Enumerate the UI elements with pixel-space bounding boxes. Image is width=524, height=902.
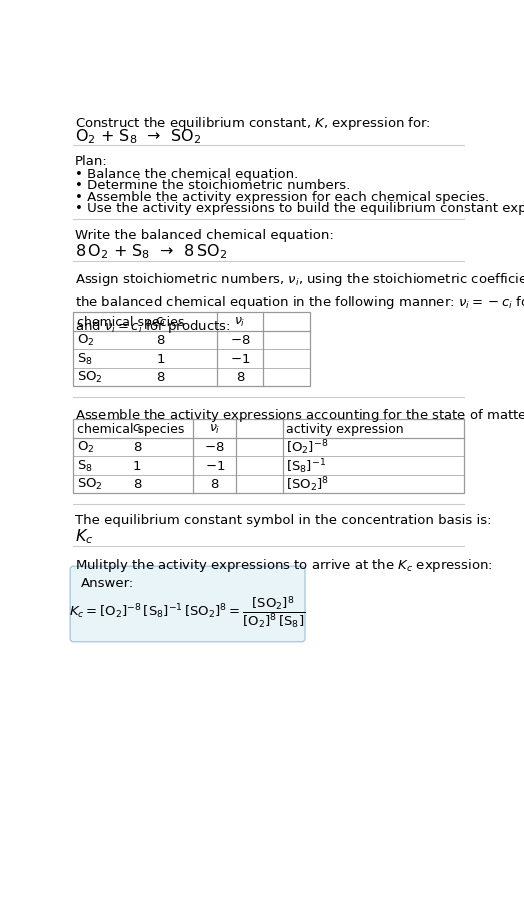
Text: 8: 8 — [236, 371, 244, 384]
Text: $\mathrm{O_2}$ + $\mathrm{S_8}$  →  $\mathrm{SO_2}$: $\mathrm{O_2}$ + $\mathrm{S_8}$ → $\math… — [75, 127, 201, 146]
Text: chemical species: chemical species — [77, 316, 184, 328]
Text: 8: 8 — [156, 371, 165, 384]
Text: $\mathrm{8\,O_2}$ + $\mathrm{S_8}$  →  $\mathrm{8\,SO_2}$: $\mathrm{8\,O_2}$ + $\mathrm{S_8}$ → $\m… — [75, 242, 227, 261]
Text: Answer:: Answer: — [81, 576, 134, 590]
Text: $-8$: $-8$ — [230, 334, 250, 347]
Text: • Use the activity expressions to build the equilibrium constant expression.: • Use the activity expressions to build … — [75, 202, 524, 215]
Bar — [73, 313, 310, 387]
Text: chemical species: chemical species — [77, 422, 184, 436]
Text: Write the balanced chemical equation:: Write the balanced chemical equation: — [75, 229, 334, 242]
Text: • Assemble the activity expression for each chemical species.: • Assemble the activity expression for e… — [75, 190, 489, 204]
Text: $-1$: $-1$ — [230, 353, 250, 365]
Text: 1: 1 — [156, 353, 165, 365]
Text: $[\mathrm{S_8}]^{-1}$: $[\mathrm{S_8}]^{-1}$ — [287, 456, 326, 475]
Text: $\mathrm{SO_2}$: $\mathrm{SO_2}$ — [77, 477, 103, 492]
Text: $\mathrm{O_2}$: $\mathrm{O_2}$ — [77, 440, 95, 455]
Text: Assign stoichiometric numbers, $\nu_i$, using the stoichiometric coefficients, $: Assign stoichiometric numbers, $\nu_i$, … — [75, 271, 524, 335]
Text: $\mathrm{S_8}$: $\mathrm{S_8}$ — [77, 352, 93, 366]
Text: $[\mathrm{SO_2}]^{8}$: $[\mathrm{SO_2}]^{8}$ — [287, 475, 329, 493]
Text: Mulitply the activity expressions to arrive at the $K_c$ expression:: Mulitply the activity expressions to arr… — [75, 556, 493, 573]
Text: 8: 8 — [156, 334, 165, 347]
Text: Assemble the activity expressions accounting for the state of matter and $\nu_i$: Assemble the activity expressions accoun… — [75, 407, 524, 424]
Text: $\nu_i$: $\nu_i$ — [209, 422, 221, 436]
Text: $K_c$: $K_c$ — [75, 527, 93, 546]
Text: 8: 8 — [211, 478, 219, 491]
Text: $-1$: $-1$ — [204, 459, 225, 473]
Text: $c_i$: $c_i$ — [132, 422, 143, 436]
Text: $c_i$: $c_i$ — [155, 316, 166, 328]
Text: • Balance the chemical equation.: • Balance the chemical equation. — [75, 168, 298, 180]
Text: $\mathrm{S_8}$: $\mathrm{S_8}$ — [77, 458, 93, 474]
Text: The equilibrium constant symbol in the concentration basis is:: The equilibrium constant symbol in the c… — [75, 513, 492, 527]
FancyBboxPatch shape — [70, 566, 305, 642]
Text: Construct the equilibrium constant, $K$, expression for:: Construct the equilibrium constant, $K$,… — [75, 115, 431, 132]
Text: $[\mathrm{O_2}]^{-8}$: $[\mathrm{O_2}]^{-8}$ — [287, 438, 329, 456]
Text: $\nu_i$: $\nu_i$ — [234, 316, 246, 328]
Text: $-8$: $-8$ — [204, 441, 225, 454]
Text: $\mathrm{O_2}$: $\mathrm{O_2}$ — [77, 333, 95, 348]
Text: 8: 8 — [133, 441, 141, 454]
Text: $\mathrm{SO_2}$: $\mathrm{SO_2}$ — [77, 370, 103, 385]
Text: • Determine the stoichiometric numbers.: • Determine the stoichiometric numbers. — [75, 179, 350, 192]
Text: 1: 1 — [133, 459, 141, 473]
Text: activity expression: activity expression — [287, 422, 404, 436]
Text: $K_c = [\mathrm{O_2}]^{-8}\,[\mathrm{S_8}]^{-1}\,[\mathrm{SO_2}]^{8} = \dfrac{[\: $K_c = [\mathrm{O_2}]^{-8}\,[\mathrm{S_8… — [70, 594, 305, 630]
Text: Plan:: Plan: — [75, 155, 107, 168]
Text: 8: 8 — [133, 478, 141, 491]
Bar — [73, 419, 464, 493]
